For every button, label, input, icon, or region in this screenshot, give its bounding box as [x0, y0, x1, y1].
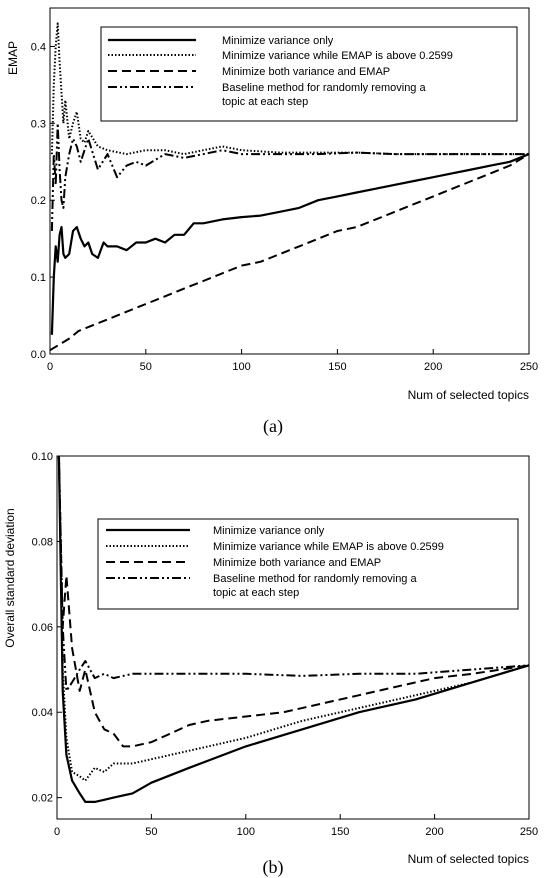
- y-tick-label-b-4: 0.10: [32, 451, 53, 463]
- series-line-a-3: [50, 122, 529, 232]
- series-group-b: [57, 455, 530, 804]
- legend-a: Minimize variance only Minimize variance …: [100, 26, 518, 122]
- legend-b: Minimize variance only Minimize variance …: [97, 518, 519, 610]
- legend-box-b: [97, 518, 519, 610]
- x-tick-label-a-0: 0: [47, 361, 53, 373]
- y-axis-title-a: EMAP: [6, 41, 20, 75]
- legend-label-b-0: Minimize variance only: [213, 525, 325, 537]
- y-axis-b: 0.02 0.04 0.06 0.08 0.10: [32, 451, 62, 805]
- y-tick-label-a-4: 0.4: [31, 41, 46, 53]
- y-tick-label-b-3: 0.08: [32, 536, 53, 548]
- chart-b: 0.02 0.04 0.06 0.08 0.10 0 50 100 150 200 250 Ove…: [3, 451, 538, 878]
- y-tick-label-b-1: 0.04: [32, 707, 53, 719]
- x-tick-label-b-4: 200: [425, 826, 443, 838]
- y-tick-label-a-2: 0.2: [31, 195, 46, 207]
- x-tick-label-b-3: 150: [331, 826, 349, 838]
- x-tick-label-a-3: 150: [328, 361, 346, 373]
- legend-label-a-0: Minimize variance only: [222, 35, 334, 47]
- legend-label-a-1: Minimize variance while EMAP is above 0.…: [222, 50, 453, 62]
- y-tick-label-b-0: 0.02: [32, 793, 53, 805]
- series-line-b-2: [57, 455, 530, 748]
- caption-b: (b): [263, 857, 284, 878]
- series-line-b-3: [57, 455, 530, 692]
- y-tick-label-a-1: 0.1: [31, 272, 46, 284]
- legend-label-b-2: Minimize both variance and EMAP: [213, 557, 381, 569]
- x-tick-label-b-0: 0: [54, 826, 60, 838]
- y-tick-label-a-0: 0.0: [31, 349, 46, 361]
- x-tick-label-b-1: 50: [145, 826, 157, 838]
- chart-a: 0.0 0.1 0.2 0.3 0.4 0 50 100 150 200 250 EMAP Num…: [6, 7, 538, 437]
- series-line-a-2: [49, 153, 530, 352]
- x-tick-label-a-4: 200: [424, 361, 442, 373]
- y-tick-label-b-2: 0.06: [32, 622, 53, 634]
- x-axis-b: 0 50 100 150 200 250: [54, 814, 538, 838]
- series-group-a: [49, 22, 530, 352]
- x-tick-label-a-5: 250: [520, 361, 538, 373]
- plot-area-b: [56, 455, 530, 820]
- x-axis-title-a: Num of selected topics: [408, 388, 529, 402]
- legend-box-a: [100, 26, 518, 122]
- y-tick-label-a-3: 0.3: [31, 118, 46, 130]
- x-tick-label-b-5: 250: [520, 826, 538, 838]
- caption-a: (a): [263, 416, 283, 437]
- x-tick-label-a-2: 100: [232, 361, 250, 373]
- plot-area-a: [49, 7, 530, 355]
- x-tick-label-b-2: 100: [237, 826, 255, 838]
- legend-label-b-1: Minimize variance while EMAP is above 0.…: [213, 541, 444, 553]
- y-axis-title-b: Overall standard deviation: [3, 508, 17, 647]
- x-axis-title-b: Num of selected topics: [408, 852, 529, 866]
- y-axis-a: 0.0 0.1 0.2 0.3 0.4: [31, 41, 55, 361]
- legend-label-a-2: Minimize both variance and EMAP: [222, 66, 390, 78]
- x-tick-label-a-1: 50: [140, 361, 152, 373]
- series-line-b-0: [57, 455, 530, 804]
- x-axis-a: 0 50 100 150 200 250: [47, 349, 538, 373]
- series-line-a-0: [50, 153, 530, 335]
